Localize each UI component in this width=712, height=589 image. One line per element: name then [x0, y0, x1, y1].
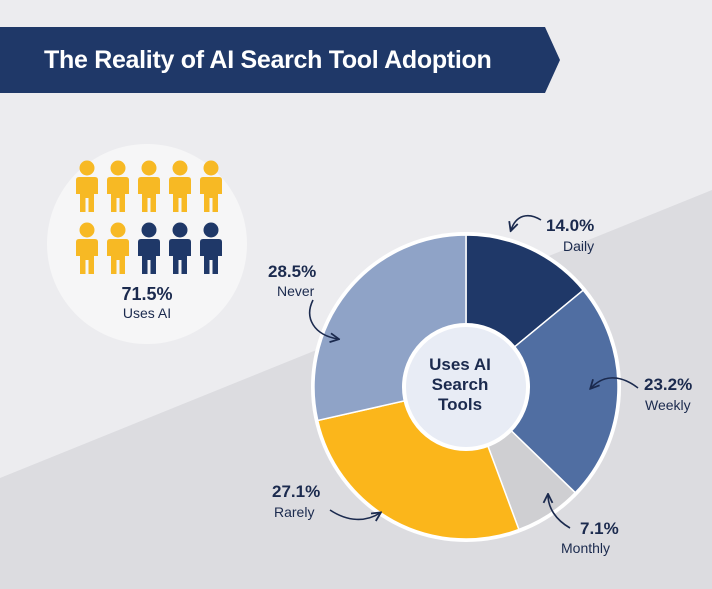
label-daily-percent: 14.0% [546, 216, 595, 235]
donut-center-hole [402, 323, 530, 451]
label-monthly-percent: 7.1% [580, 519, 619, 538]
person-icon [105, 222, 131, 274]
label-monthly-name: Monthly [561, 540, 611, 556]
arrow-weekly [591, 377, 639, 388]
person-icon [136, 160, 162, 212]
person-icon [105, 160, 131, 212]
person-icon [167, 160, 193, 212]
arrow-never [308, 299, 338, 339]
center-line-2: Search [431, 375, 489, 394]
label-never-name: Never [277, 283, 315, 299]
label-rarely-name: Rarely [274, 504, 315, 520]
arrow-daily [511, 214, 542, 230]
arrow-monthly [548, 495, 571, 529]
page-title: The Reality of AI Search Tool Adoption [44, 46, 492, 74]
label-rarely-percent: 27.1% [272, 482, 321, 501]
person-icon [74, 222, 100, 274]
label-weekly-name: Weekly [645, 397, 691, 413]
people-icons [70, 160, 230, 285]
center-line-3: Tools [437, 395, 483, 414]
person-icon [167, 222, 193, 274]
center-line-1: Uses AI [429, 355, 491, 374]
person-icon [74, 160, 100, 212]
slice-weekly [464, 289, 619, 494]
label-never-percent: 28.5% [268, 262, 317, 281]
title-banner [0, 27, 560, 93]
person-icon [198, 160, 224, 212]
label-daily-name: Daily [563, 238, 595, 254]
label-weekly-percent: 23.2% [644, 375, 693, 394]
donut-center-label: Uses AI Search Tools [404, 355, 516, 415]
uses-ai-percent: 71.5% [121, 284, 173, 304]
person-icon [136, 222, 162, 274]
arrow-rarely [329, 509, 380, 519]
person-icon [198, 222, 224, 274]
uses-ai-label: Uses AI [122, 305, 172, 321]
